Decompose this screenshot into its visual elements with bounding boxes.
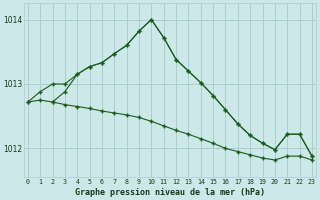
X-axis label: Graphe pression niveau de la mer (hPa): Graphe pression niveau de la mer (hPa) bbox=[75, 188, 265, 197]
